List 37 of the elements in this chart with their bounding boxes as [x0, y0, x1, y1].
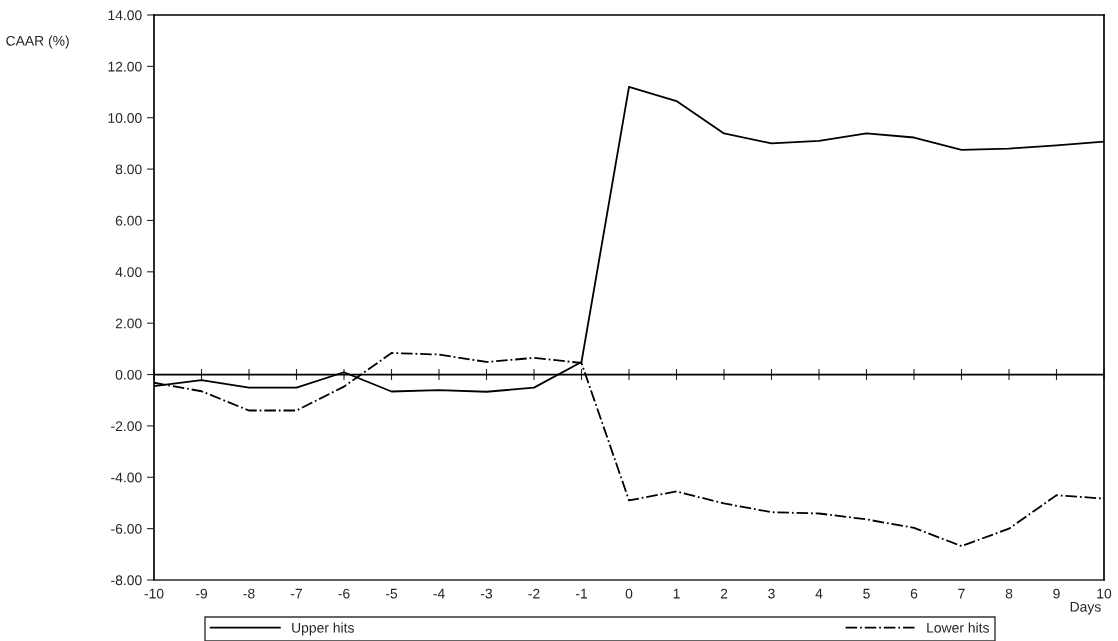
y-tick-label: -4.00 — [111, 472, 142, 483]
x-tick-label: -3 — [480, 588, 493, 599]
x-tick-label: -10 — [144, 588, 164, 599]
x-tick-label: -4 — [433, 588, 445, 599]
legend-label: Upper hits — [292, 622, 354, 636]
x-tick-label: 7 — [958, 588, 965, 599]
x-tick-label: -7 — [290, 588, 302, 599]
x-tick-label: -5 — [385, 588, 398, 599]
x-tick-label: 8 — [1005, 588, 1013, 599]
x-tick-label: 0 — [625, 588, 633, 599]
y-tick-label: -6.00 — [111, 523, 142, 534]
x-tick-label: 6 — [910, 588, 918, 599]
x-tick-label: 1 — [673, 588, 680, 599]
y-tick-label: -2.00 — [111, 421, 142, 432]
x-tick-label: 10 — [1097, 588, 1112, 599]
y-tick-label: 4.00 — [115, 267, 142, 277]
y-tick-label: 2.00 — [115, 318, 142, 329]
x-tick-label: 3 — [768, 588, 775, 599]
x-tick-label: 4 — [815, 588, 823, 599]
x-tick-label: -6 — [338, 588, 350, 599]
x-tick-label: -2 — [528, 588, 540, 599]
x-tick-label: -8 — [243, 588, 255, 599]
x-tick-label: 2 — [720, 588, 728, 599]
x-tick-label: 9 — [1053, 588, 1060, 599]
y-tick-label: 12.00 — [108, 61, 142, 72]
x-tick-label: -9 — [195, 588, 208, 599]
y-tick-label: 8.00 — [115, 164, 142, 175]
x-axis-title: Days — [1070, 602, 1101, 615]
legend-label: Lower hits — [927, 622, 989, 633]
y-tick-label: 14.00 — [108, 10, 142, 21]
y-tick-label: 0.00 — [115, 369, 142, 380]
x-tick-label: -1 — [575, 588, 587, 599]
y-tick-label: 10.00 — [108, 113, 142, 123]
x-tick-label: 5 — [863, 588, 870, 599]
y-tick-label: -8.00 — [111, 575, 142, 586]
y-tick-label: 6.00 — [115, 215, 142, 226]
y-axis-title: CAAR (%) — [6, 35, 69, 49]
